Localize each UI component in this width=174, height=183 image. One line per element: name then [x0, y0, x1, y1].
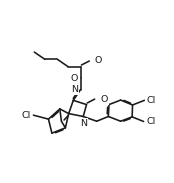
Text: Cl: Cl	[147, 96, 156, 105]
Text: N: N	[71, 85, 78, 94]
Text: Cl: Cl	[146, 117, 155, 126]
Text: O: O	[70, 74, 78, 83]
Text: O: O	[95, 56, 102, 66]
Text: Cl: Cl	[22, 111, 31, 120]
Text: O: O	[100, 95, 107, 104]
Text: N: N	[80, 119, 87, 128]
